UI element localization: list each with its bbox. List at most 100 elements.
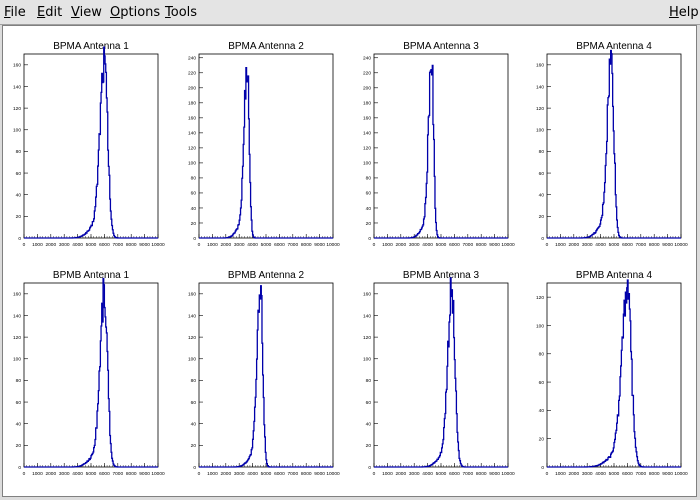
histogram-pad-3: BPMA Antenna 30 1000 2000 3000 4000 5000 6000 7… — [363, 37, 515, 248]
plot-frame — [546, 282, 682, 468]
x-tick-label: 4000 — [247, 242, 258, 248]
x-tick-label: 9000 — [662, 242, 673, 248]
y-tick-label: 80 — [539, 352, 545, 358]
y-tick-label: 60 — [539, 171, 545, 177]
histogram-pad-1: BPMA Antenna 10 1000 2000 3000 4000 5000 6000 7… — [13, 37, 165, 248]
x-tick-label: 10000 — [674, 471, 688, 477]
y-tick-label: 140 — [13, 84, 21, 90]
menu-options[interactable]: Options — [110, 5, 161, 20]
x-tick-label: 0 — [546, 242, 549, 248]
y-tick-label: 0 — [541, 236, 544, 242]
histogram-pad-4: BPMA Antenna 40 1000 2000 3000 4000 5000 6000 7… — [536, 37, 688, 248]
y-tick-label: 40 — [16, 193, 22, 199]
y-tick-label: 240 — [188, 56, 196, 62]
x-tick-label: 9000 — [139, 471, 150, 477]
y-tick-label: 80 — [366, 176, 372, 182]
y-tick-label: 160 — [13, 292, 21, 298]
x-tick-label: 6000 — [622, 471, 633, 477]
menu-view[interactable]: View — [71, 5, 102, 20]
y-tick-label: 60 — [191, 400, 197, 406]
y-tick-label: 20 — [191, 443, 197, 449]
status-strip — [0, 497, 700, 500]
y-tick-label: 60 — [539, 380, 545, 386]
x-tick-label: 3000 — [409, 242, 420, 248]
x-tick-label: 3000 — [582, 471, 593, 477]
y-tick-label: 220 — [188, 71, 196, 77]
x-tick-label: 1000 — [32, 242, 43, 248]
root-canvas[interactable]: BPMA Antenna 1 0 1000 2000 3000 4000 5000 6000 7… — [2, 25, 697, 497]
y-tick-label: 40 — [16, 422, 22, 428]
x-tick-label: 10000 — [501, 471, 515, 477]
y-tick-label: 0 — [193, 236, 196, 242]
x-tick-label: 0 — [546, 471, 549, 477]
y-tick-label: 160 — [13, 63, 21, 69]
y-tick-label: 120 — [188, 146, 196, 152]
x-tick-label: 7000 — [287, 242, 298, 248]
histogram-line — [24, 46, 158, 239]
plot-title: BPMA Antenna 3 — [403, 41, 479, 52]
x-tick-label: 8000 — [126, 471, 137, 477]
y-tick-label: 20 — [16, 214, 22, 220]
y-tick-label: 40 — [539, 408, 545, 414]
y-tick-label: 100 — [13, 128, 21, 134]
y-tick-label: 120 — [13, 106, 21, 112]
y-tick-label: 20 — [191, 221, 197, 227]
plot-title: BPMA Antenna 1 — [53, 41, 129, 52]
y-tick-label: 160 — [363, 292, 371, 298]
histogram-line — [374, 277, 508, 468]
menu-file[interactable]: File — [4, 5, 26, 20]
menu-tools[interactable]: Tools — [165, 5, 198, 20]
x-tick-label: 3000 — [582, 242, 593, 248]
x-tick-label: 8000 — [476, 242, 487, 248]
x-tick-label: 9000 — [662, 471, 673, 477]
plot-title: BPMB Antenna 3 — [403, 270, 480, 281]
x-tick-label: 7000 — [462, 471, 473, 477]
y-tick-label: 80 — [191, 378, 197, 384]
title-box — [562, 266, 666, 282]
plot-title: BPMB Antenna 4 — [576, 270, 653, 281]
histogram-line — [547, 279, 681, 468]
y-tick-label: 80 — [16, 149, 22, 155]
y-tick-label: 80 — [191, 176, 197, 182]
y-tick-label: 100 — [188, 357, 196, 363]
x-tick-label: 0 — [198, 242, 201, 248]
x-tick-label: 10000 — [151, 242, 165, 248]
y-tick-label: 100 — [363, 161, 371, 167]
x-tick-label: 9000 — [314, 242, 325, 248]
x-tick-label: 9000 — [489, 471, 500, 477]
plot-frame — [373, 282, 509, 468]
menu-edit[interactable]: Edit — [37, 5, 63, 20]
x-tick-label: 4000 — [595, 471, 606, 477]
y-tick-label: 100 — [536, 323, 544, 329]
y-tick-label: 240 — [363, 56, 371, 62]
x-tick-label: 2000 — [568, 471, 579, 477]
plot-frame — [23, 282, 159, 468]
histogram-line — [374, 64, 508, 239]
x-tick-label: 0 — [23, 471, 26, 477]
y-tick-label: 100 — [188, 161, 196, 167]
y-tick-label: 200 — [188, 86, 196, 92]
x-tick-label: 6000 — [274, 242, 285, 248]
x-tick-label: 1000 — [207, 471, 218, 477]
x-tick-label: 0 — [373, 471, 376, 477]
x-tick-label: 10000 — [501, 242, 515, 248]
y-tick-label: 20 — [539, 436, 545, 442]
y-tick-label: 60 — [16, 171, 22, 177]
x-tick-label: 4000 — [422, 242, 433, 248]
y-tick-label: 140 — [536, 84, 544, 90]
x-tick-label: 5000 — [609, 471, 620, 477]
x-tick-label: 7000 — [287, 471, 298, 477]
y-tick-label: 140 — [13, 313, 21, 319]
y-tick-label: 0 — [18, 236, 21, 242]
x-tick-label: 5000 — [609, 242, 620, 248]
menu-help[interactable]: Help — [669, 5, 699, 20]
y-tick-label: 0 — [193, 465, 196, 471]
histogram-line — [547, 49, 681, 239]
x-tick-label: 3000 — [59, 471, 70, 477]
x-tick-label: 8000 — [301, 471, 312, 477]
x-tick-label: 6000 — [274, 471, 285, 477]
y-tick-label: 40 — [191, 422, 197, 428]
x-tick-label: 1000 — [382, 471, 393, 477]
x-tick-label: 9000 — [139, 242, 150, 248]
histogram-pad-5: BPMB Antenna 10 1000 2000 3000 4000 5000 6000 7… — [13, 266, 165, 477]
